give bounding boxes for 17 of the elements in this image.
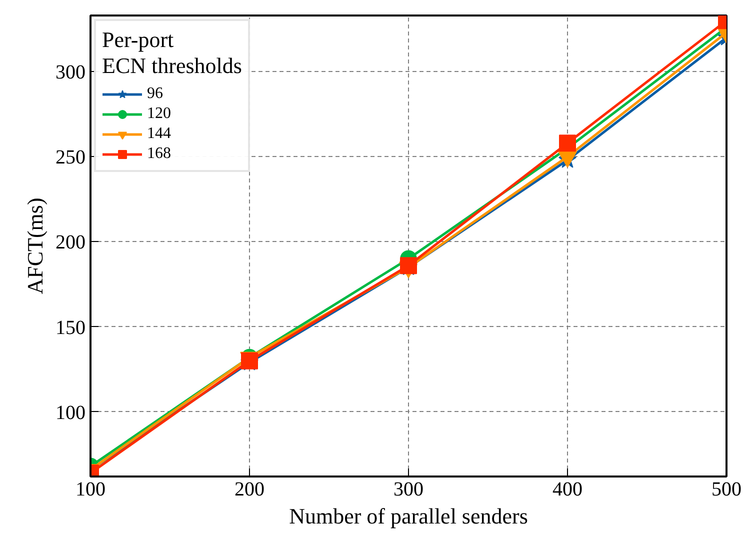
- x-tick-label: 500: [712, 478, 742, 500]
- y-tick-label: 250: [56, 146, 86, 169]
- x-tick-label: 400: [552, 478, 582, 500]
- y-tick-label: 300: [56, 62, 86, 84]
- x-tick-label: 200: [234, 478, 264, 500]
- x-axis-title: Number of parallel senders: [289, 504, 528, 528]
- legend-label: 168: [147, 145, 171, 163]
- x-tick-label: 100: [76, 478, 106, 500]
- x-tick-label: 300: [394, 478, 424, 500]
- y-axis-title: AFCT(ms): [22, 198, 48, 294]
- legend-label: 96: [147, 85, 164, 103]
- legend-title: Per-port ECN thresholds: [102, 27, 242, 79]
- y-tick-label: 150: [56, 316, 86, 339]
- y-tick-label: 100: [56, 402, 86, 424]
- y-tick-label: 200: [56, 232, 86, 254]
- legend-label: 144: [147, 125, 171, 143]
- legend-label: 120: [147, 105, 171, 123]
